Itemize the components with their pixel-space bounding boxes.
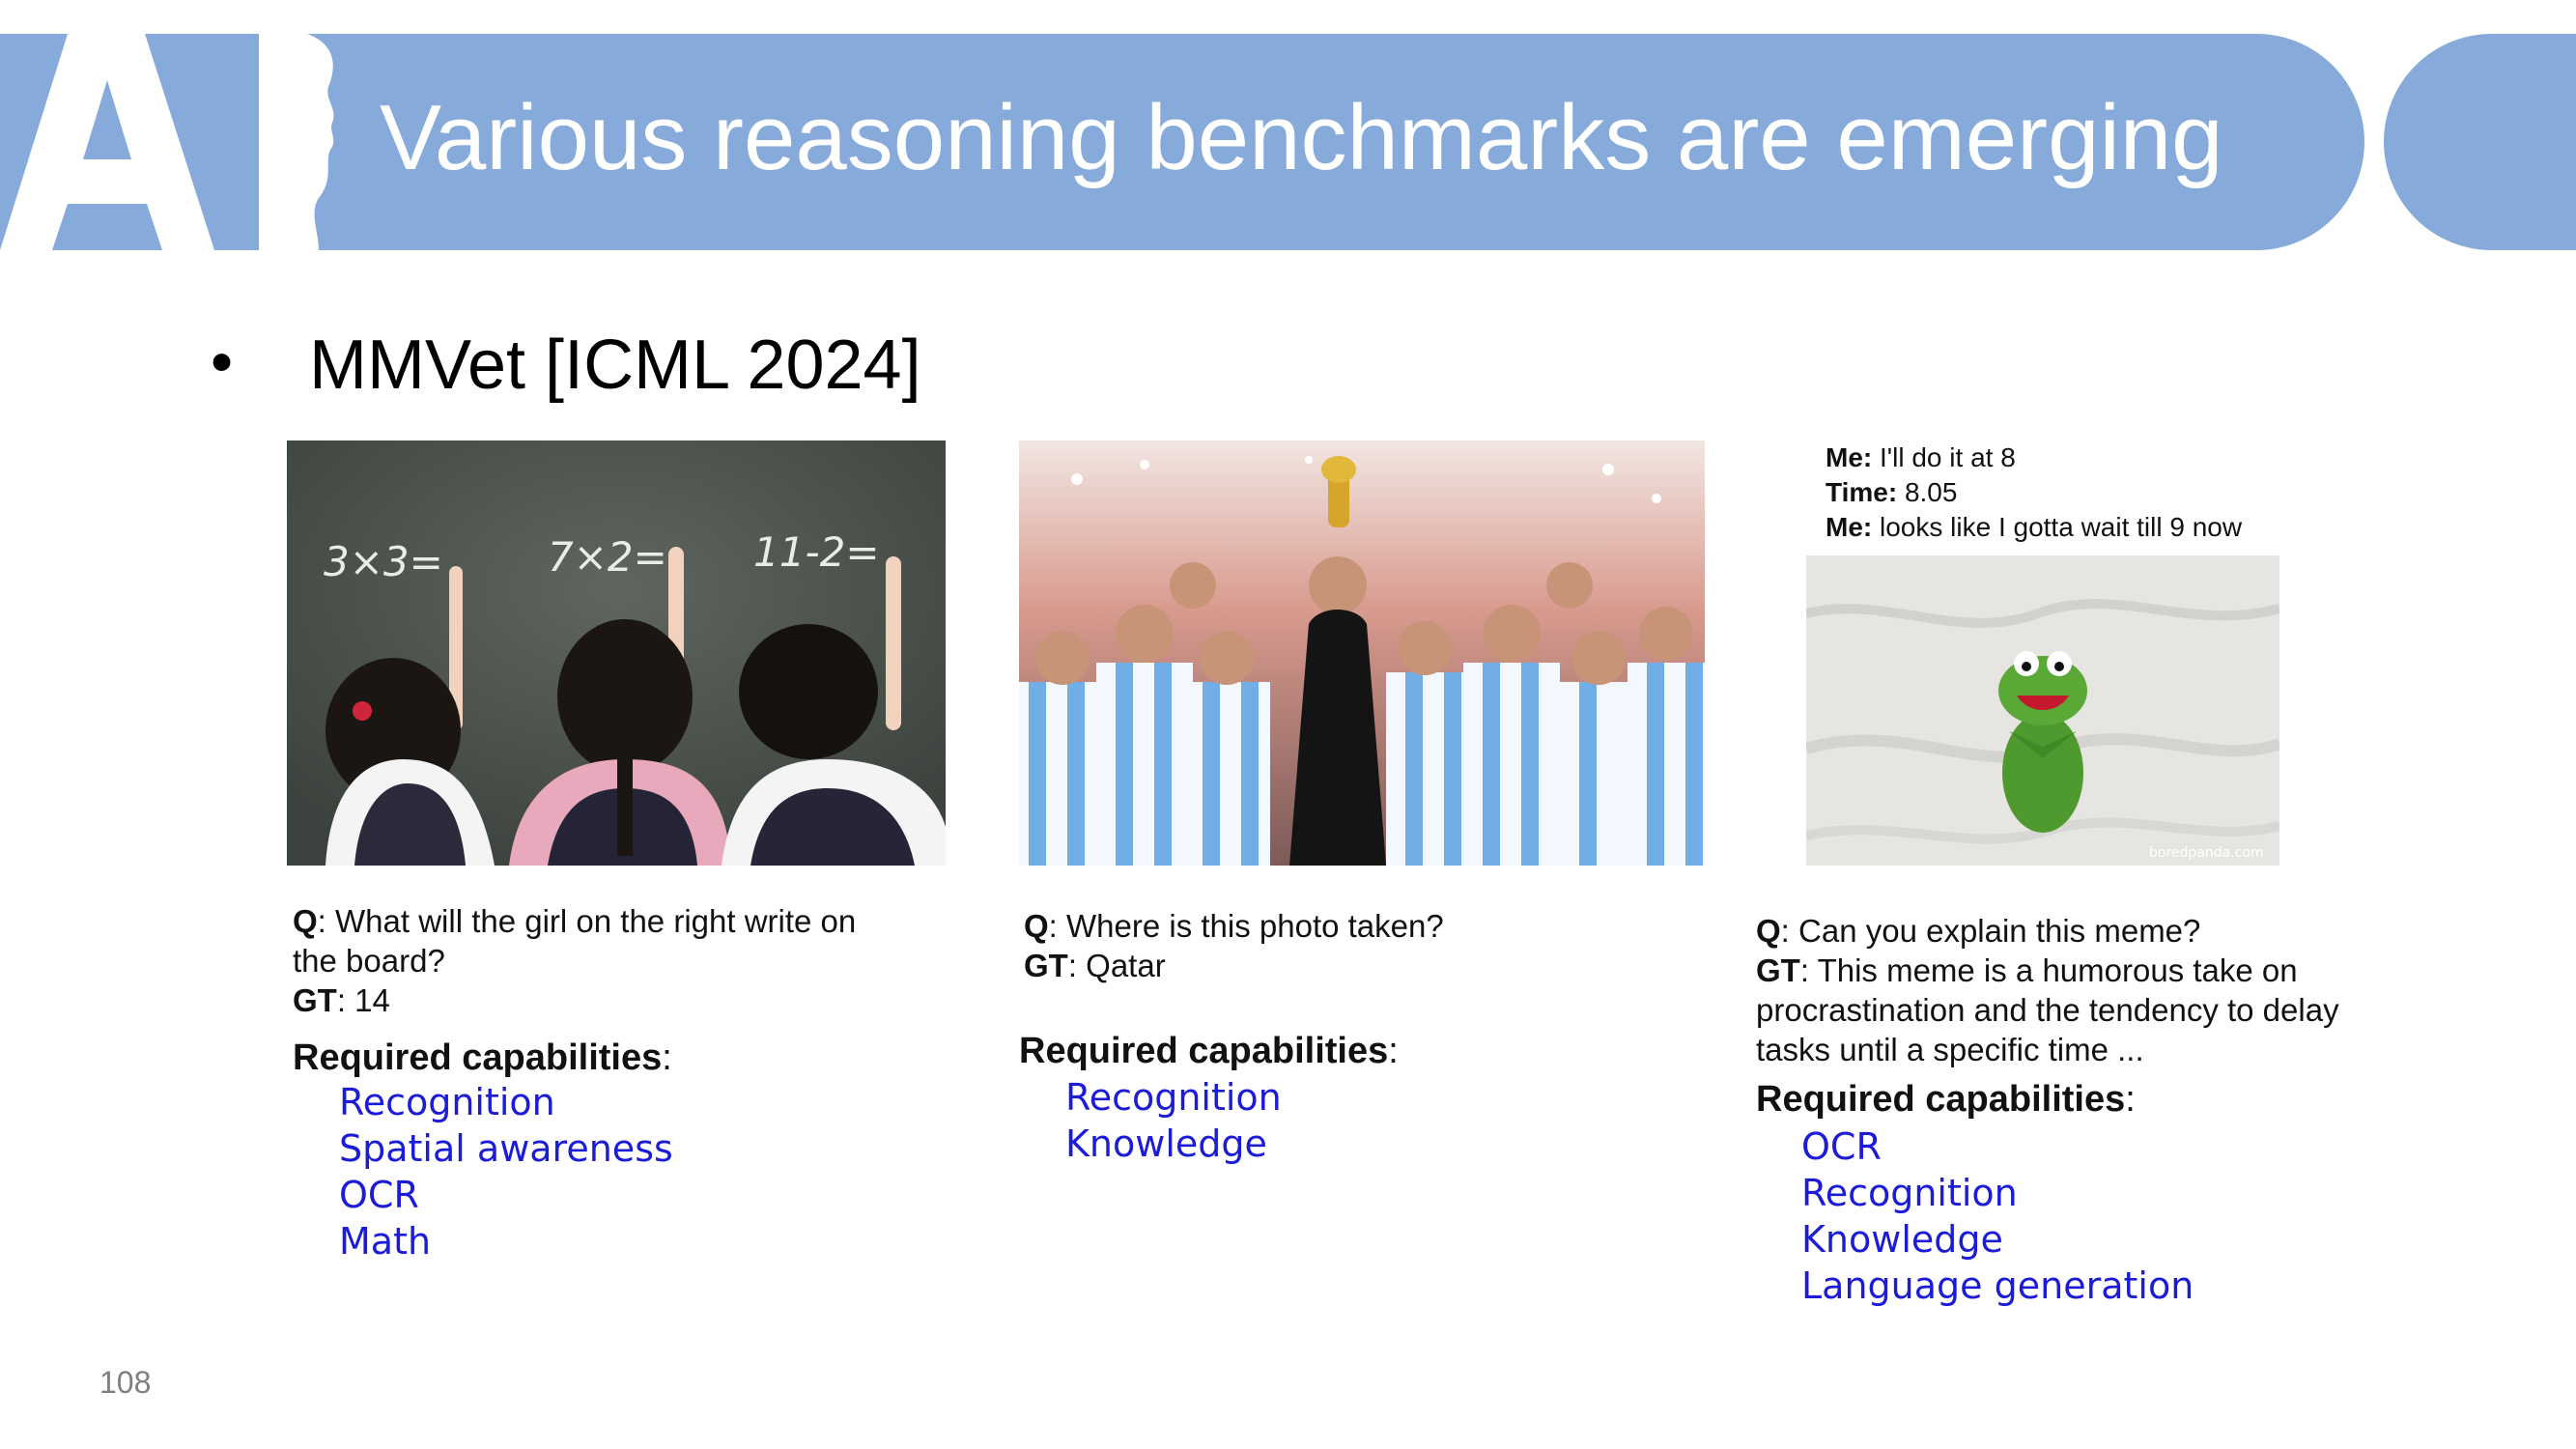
- chalkboard-photo: 3×3= 7×2= 11-2=: [287, 440, 946, 866]
- example-1-capabilities: Recognition Spatial awareness OCR Math: [339, 1079, 673, 1264]
- example-1-answer: GT: 14: [293, 982, 390, 1018]
- capability-item: Recognition: [1801, 1172, 2018, 1214]
- page-number: 108: [99, 1365, 152, 1400]
- example-3-answer: GT: This meme is a humorous take on proc…: [1756, 952, 2339, 1067]
- capability-item: OCR: [1801, 1125, 1882, 1168]
- example-3-required-label: Required capabilities:: [1756, 1079, 2136, 1120]
- meme-line-2: Time: 8.05: [1826, 477, 1958, 507]
- example-2-answer: GT: Qatar: [1024, 948, 1166, 983]
- meme-line-3: Me: looks like I gotta wait till 9 now: [1826, 512, 2243, 542]
- example-2-required-label: Required capabilities:: [1019, 1031, 1399, 1071]
- board-text-3: 11-2=: [753, 528, 880, 576]
- example-2-question: Q: Where is this photo taken?: [1024, 908, 1444, 944]
- bullet-marker: •: [211, 326, 234, 397]
- capability-item: Language generation: [1801, 1264, 2194, 1307]
- capability-item: Math: [339, 1220, 432, 1263]
- capability-item: Recognition: [339, 1081, 555, 1123]
- meme-line-1: Me: I'll do it at 8: [1826, 442, 2016, 472]
- example-3-qa: Q: Can you explain this meme? GT: This m…: [1756, 911, 2374, 1069]
- example-1-qa: Q: What will the girl on the right write…: [293, 901, 872, 1020]
- example-2-qa: Q: Where is this photo taken? GT: Qatar: [1024, 906, 1623, 985]
- football-celebration-photo: [1019, 440, 1705, 866]
- board-text-2: 7×2=: [548, 533, 667, 581]
- meme-watermark: boredpanda.com: [2149, 845, 2264, 861]
- capability-item: Knowledge: [1801, 1218, 2003, 1261]
- bullet-mmvet: MMVet [ICML 2024]: [309, 327, 921, 404]
- capability-item: Recognition: [1065, 1076, 1282, 1119]
- ai-logo: [0, 34, 348, 250]
- example-2-capabilities: Recognition Knowledge: [1065, 1074, 1282, 1167]
- kermit-meme-photo: boredpanda.com: [1806, 555, 2279, 866]
- title-banner: [0, 34, 2364, 250]
- capability-item: Knowledge: [1065, 1122, 1267, 1165]
- example-1-question: Q: What will the girl on the right write…: [293, 903, 857, 979]
- example-1-required-label: Required capabilities:: [293, 1037, 672, 1078]
- capability-item: Spatial awareness: [339, 1127, 673, 1170]
- board-text-1: 3×3=: [324, 538, 443, 585]
- meme-caption: Me: I'll do it at 8 Time: 8.05 Me: looks…: [1826, 440, 2242, 545]
- capability-item: OCR: [339, 1174, 419, 1216]
- slide-title: Various reasoning benchmarks are emergin…: [380, 86, 2223, 189]
- banner-decoration: [2384, 34, 2576, 250]
- example-3-question: Q: Can you explain this meme?: [1756, 913, 2201, 949]
- example-3-capabilities: OCR Recognition Knowledge Language gener…: [1801, 1123, 2194, 1309]
